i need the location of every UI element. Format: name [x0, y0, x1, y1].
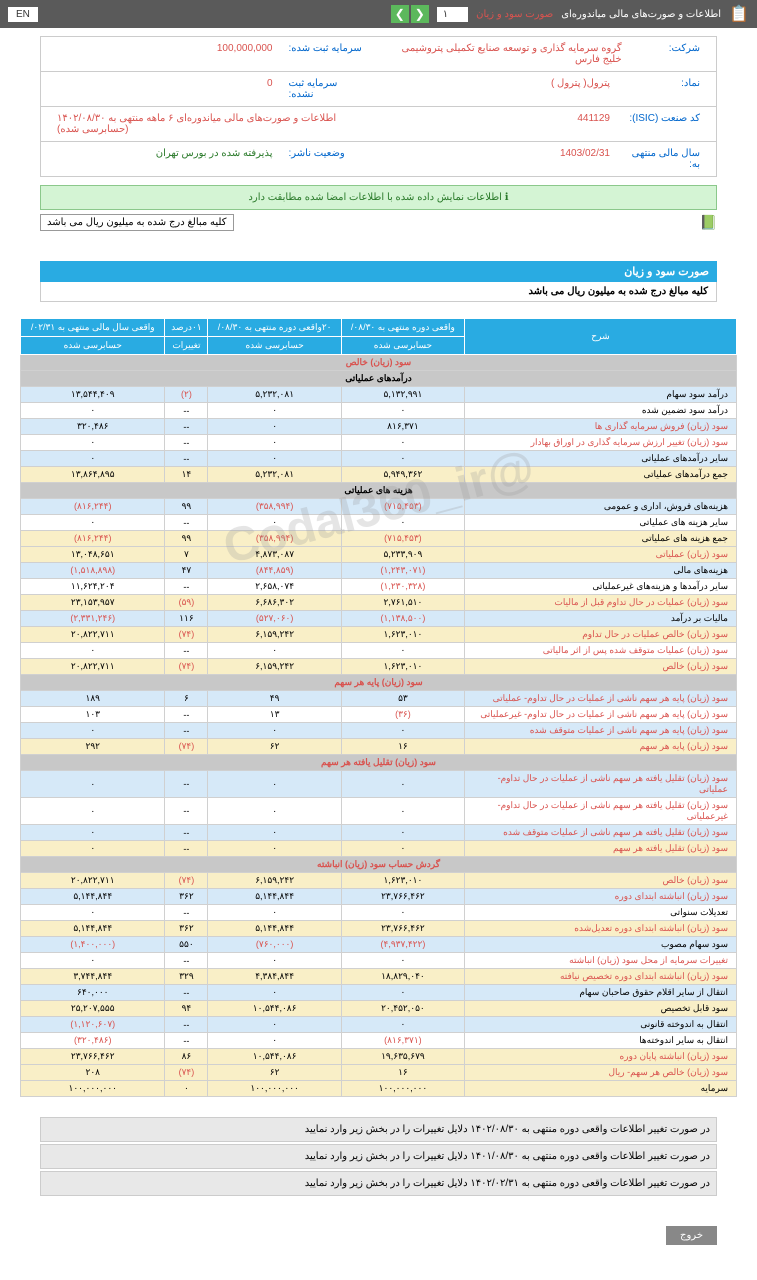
- col3-top: ۰۱درصد: [165, 319, 208, 337]
- footer-note-3: در صورت تغییر اطلاعات واقعی دوره منتهی ب…: [40, 1171, 717, 1196]
- table-row: هزینه‌های مالی(۱,۲۴۳,۰۷۱)(۸۴۴,۸۵۹)۴۷(۱,۵…: [21, 563, 737, 579]
- table-row: جمع درآمدهای عملیاتی۵,۹۴۹,۳۶۲۵,۲۳۲,۰۸۱۱۴…: [21, 467, 737, 483]
- table-row: سود قابل تخصیص۲۰,۴۵۲,۰۵۰۱۰,۵۴۴,۰۸۶۹۴۲۵,۲…: [21, 1001, 737, 1017]
- table-row: سود (زیان) عملیات در حال تداوم قبل از ما…: [21, 595, 737, 611]
- capital-unreg-value: 0: [259, 75, 281, 103]
- language-en-button[interactable]: EN: [8, 7, 38, 22]
- table-row: سود (زیان) خالص: [21, 355, 737, 371]
- table-row: سود (زیان) تقلیل یافته هر سهم: [21, 755, 737, 771]
- table-row: سود (زیان) انباشته‌ پايان‌ دوره۱۹,۶۳۵,۶۷…: [21, 1049, 737, 1065]
- table-row: سود (زیان) انباشته ابتدای دوره تعدیل‌شده…: [21, 921, 737, 937]
- table-row: سود (زیان) پایه هر سهم ناشی از عملیات مت…: [21, 723, 737, 739]
- table-row: جمع هزینه های عملیاتی(۷۱۵,۴۵۳)(۳۵۸,۹۹۴)۹…: [21, 531, 737, 547]
- symbol-value: پترول( پترول ): [543, 75, 618, 103]
- table-row: انتقال به اندوخته‌ قانونی۰۰--(۱,۱۲۰,۶۰۷): [21, 1017, 737, 1033]
- table-row: سود (زیان) فروش سرمایه گذاری ها۸۱۶,۳۷۱۰-…: [21, 419, 737, 435]
- table-row: هزینه های عملیاتی: [21, 483, 737, 499]
- profit-loss-table: شرح واقعی دوره منتهی به ۰۸/۳۰/ ۲۰واقعی د…: [20, 318, 737, 1097]
- page-dropdown[interactable]: ۱: [437, 7, 468, 22]
- section-subtitle: کلیه مبالغ درج شده به میلیون ریال می باش…: [40, 282, 717, 302]
- breadcrumb: اطلاعات و صورت‌های مالی میاندوره‌ای: [561, 9, 721, 20]
- currency-note: کلیه مبالغ درج شده به میلیون ریال می باش…: [40, 214, 234, 231]
- page-title-red: صورت سود و زیان: [476, 9, 553, 20]
- table-row: سود (زیان) تقلیل یافته هر سهم۰۰--۰: [21, 841, 737, 857]
- status-label: وضعیت ناشر:: [281, 145, 371, 173]
- document-icon: 📋: [729, 4, 749, 24]
- col1-sub: حسابرسی شده: [341, 337, 464, 355]
- col2-top: ۲۰واقعی دوره منتهی به ۰۸/۳۰/: [208, 319, 342, 337]
- table-row: سود (زیان) خالص عملیات در حال تداوم۱,۶۲۳…: [21, 627, 737, 643]
- year-label: سال مالی منتهی به:: [618, 145, 708, 173]
- year-value: 1403/02/31: [552, 145, 618, 173]
- company-info-box: شرکت:گروه سرمایه گذاری و توسعه صنایع تکم…: [40, 36, 717, 177]
- footer-notes: در صورت تغییر اطلاعات واقعی دوره منتهی ب…: [40, 1117, 717, 1196]
- col3-sub: تغییرات: [165, 337, 208, 355]
- col4-sub: حسابرسی شده: [21, 337, 165, 355]
- table-row: سود (زیان) عملیاتی۵,۲۳۳,۹۰۹۴,۸۷۳,۰۸۷۷۱۳,…: [21, 547, 737, 563]
- capital-reg-label: سرمایه ثبت شده:: [281, 40, 371, 68]
- table-row: سود (زیان) تقلیل یافته هر سهم ناشی از عم…: [21, 771, 737, 798]
- company-value: گروه سرمایه گذاری و توسعه صنایع تکمیلی پ…: [387, 40, 630, 68]
- table-row: سرمایه۱۰۰,۰۰۰,۰۰۰۱۰۰,۰۰۰,۰۰۰۰۱۰۰,۰۰۰,۰۰۰: [21, 1081, 737, 1097]
- topbar: 📋 اطلاعات و صورت‌های مالی میاندوره‌ای صو…: [0, 0, 757, 28]
- nav-next-button[interactable]: ❯: [391, 5, 409, 23]
- col4-top: واقعی سال مالی منتهی به ۰۲/۳۱/: [21, 319, 165, 337]
- table-row: تغییرات سرمایه از محل سود (زیان) انباشته…: [21, 953, 737, 969]
- table-row: سایر درآمدها و هزینه‌های غیرعملیاتی(۱,۲۳…: [21, 579, 737, 595]
- status-value: پذيرفته شده در بورس تهران: [148, 145, 281, 173]
- table-row: سود (زیان) خالص هر سهم- ریال۱۶۶۲(۷۴)۲۰۸: [21, 1065, 737, 1081]
- table-row: سایر هزینه های عملیاتی۰۰--۰: [21, 515, 737, 531]
- col2-sub: حسابرسی شده: [208, 337, 342, 355]
- excel-icon[interactable]: 📗: [700, 214, 717, 231]
- col1-top: واقعی دوره منتهی به ۰۸/۳۰/: [341, 319, 464, 337]
- table-row: سود (زیان) تقلیل یافته هر سهم ناشی از عم…: [21, 798, 737, 825]
- company-label: شرکت:: [630, 40, 708, 68]
- table-row: سود (زیان) خالص۱,۶۲۳,۰۱۰۶,۱۵۹,۲۴۲(۷۴)۲۰,…: [21, 873, 737, 889]
- table-row: درآمدهای عملیاتی: [21, 371, 737, 387]
- table-row: سود (زیان) انباشته ابتدای دوره۲۳,۷۶۶,۴۶۲…: [21, 889, 737, 905]
- table-row: سود (زیان) تقلیل یافته هر سهم ناشی از عم…: [21, 825, 737, 841]
- symbol-label: نماد:: [618, 75, 708, 103]
- table-row: سود (زیان) انباشته ابتدای دوره تخصیص نیا…: [21, 969, 737, 985]
- table-row: سود (زیان) پایه هر سهم: [21, 675, 737, 691]
- table-row: مالیات بر درآمد(۱,۱۳۸,۵۰۰)(۵۲۷,۰۶۰)۱۱۶(۲…: [21, 611, 737, 627]
- section-title: صورت سود و زیان: [40, 261, 717, 282]
- table-row: سود (زیان) پایه هر سهم ناشی از عملیات در…: [21, 691, 737, 707]
- table-row: درآمد سود تضمین شده۰۰--۰: [21, 403, 737, 419]
- isic-value: 441129: [569, 110, 618, 138]
- footer-note-2: در صورت تغییر اطلاعات واقعی دوره منتهی ب…: [40, 1144, 717, 1169]
- isic-label: کد صنعت (ISIC):: [618, 110, 708, 138]
- col-desc: شرح: [464, 319, 736, 355]
- table-row: سود (زیان) خالص۱,۶۲۳,۰۱۰۶,۱۵۹,۲۴۲(۷۴)۲۰,…: [21, 659, 737, 675]
- table-row: تعدیلات سنواتی۰۰--۰: [21, 905, 737, 921]
- table-row: سود (زیان) پایه هر سهم ناشی از عملیات در…: [21, 707, 737, 723]
- alert-match: ℹ اطلاعات نمایش داده شده با اطلاعات امضا…: [40, 185, 717, 210]
- table-row: گردش حساب سود (زیان) انباشته: [21, 857, 737, 873]
- footer-note-1: در صورت تغییر اطلاعات واقعی دوره منتهی ب…: [40, 1117, 717, 1142]
- capital-unreg-label: سرمایه ثبت نشده:: [281, 75, 371, 103]
- table-row: سود (زیان) پایه هر سهم۱۶۶۲(۷۴)۲۹۲: [21, 739, 737, 755]
- exit-button[interactable]: خروج: [666, 1226, 717, 1245]
- table-row: سایر درآمدهای عملیاتی۰۰--۰: [21, 451, 737, 467]
- table-row: درآمد سود سهام۵,۱۳۲,۹۹۱۵,۲۳۲,۰۸۱(۲)۱۳,۵۴…: [21, 387, 737, 403]
- table-row: انتقال از سایر اقلام حقوق صاحبان سهام۰۰-…: [21, 985, 737, 1001]
- table-row: انتقال به سایر اندوخته‌ها(۸۱۶,۳۷۱)۰--(۳۲…: [21, 1033, 737, 1049]
- table-row: سود سهام‌ مصوب(۴,۹۳۷,۴۲۲)(۷۶۰,۰۰۰)۵۵۰(۱,…: [21, 937, 737, 953]
- table-row: سود (زیان) تغییر ارزش سرمایه گذاری در او…: [21, 435, 737, 451]
- report-value: اطلاعات و صورت‌های مالی میاندوره‌ای ۶ ما…: [49, 110, 371, 138]
- nav-prev-button[interactable]: ❮: [411, 5, 429, 23]
- capital-reg-value: 100,000,000: [209, 40, 281, 68]
- table-row: سود (زیان) عملیات متوقف شده پس از اثر ما…: [21, 643, 737, 659]
- table-row: هزینه‌های فروش، اداری و عمومی(۷۱۵,۴۵۳)(۳…: [21, 499, 737, 515]
